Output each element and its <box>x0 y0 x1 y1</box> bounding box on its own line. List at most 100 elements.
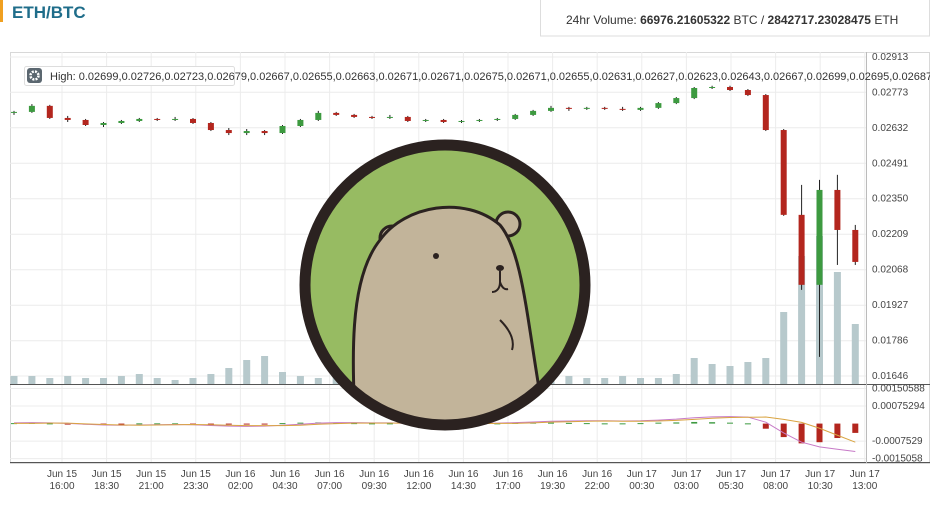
y-tick-label: 0.02350 <box>872 194 909 205</box>
macd-bar <box>261 423 268 425</box>
candle-body <box>637 107 644 110</box>
volume-bar <box>296 376 304 384</box>
candle-body <box>440 119 447 122</box>
volume-bar <box>261 356 269 384</box>
macd-bar <box>565 422 572 424</box>
macd-bar <box>816 423 823 443</box>
volume-bar <box>601 378 609 384</box>
y-tick-label: 0.02632 <box>872 123 909 134</box>
info-box <box>24 66 235 86</box>
volume-bar <box>64 376 72 384</box>
y-tick-label: 0.01927 <box>872 300 909 311</box>
candle-body <box>673 98 680 104</box>
volume-bar <box>28 376 36 384</box>
candle-body <box>458 120 465 122</box>
macd-bar <box>727 422 733 424</box>
unit-btc: BTC <box>734 13 758 27</box>
volume-bar <box>46 378 54 384</box>
volume-bar <box>637 378 644 384</box>
volume-bar <box>243 360 251 384</box>
volume-bar <box>798 256 806 384</box>
volume-bar <box>207 374 215 384</box>
y-tick-label: -0.0015058 <box>872 454 923 465</box>
logo-ring <box>299 139 591 431</box>
candle-body <box>386 116 393 118</box>
volume-bar <box>583 378 591 384</box>
volume-label: 24hr Volume: <box>566 13 637 27</box>
high-label: High: <box>50 71 76 83</box>
volume-bar <box>82 378 90 384</box>
volume-bar <box>619 376 627 384</box>
x-tick-time: 00:30 <box>629 481 654 492</box>
y-tick-label: 0.00075294 <box>872 401 925 412</box>
macd-bar <box>619 423 626 425</box>
macd-bar <box>637 423 644 425</box>
volume-bar <box>851 324 859 384</box>
macd-bar <box>655 422 662 424</box>
candle-body <box>548 107 554 111</box>
x-tick-time: 07:00 <box>317 481 342 492</box>
y-tick-label: 0.01786 <box>872 336 909 347</box>
volume-bar <box>135 374 143 384</box>
high-low-text: High: 0.02699,0.02726,0.02723,0.02679,0.… <box>50 71 930 83</box>
volume-bar <box>565 376 573 384</box>
volume-bar <box>279 372 286 384</box>
x-tick-time: 02:00 <box>228 481 253 492</box>
separator: / <box>761 13 765 27</box>
candle-body <box>727 86 733 91</box>
x-tick-time: 18:30 <box>94 481 119 492</box>
x-tick-date: Jun 17 <box>761 469 791 480</box>
candle-body <box>583 107 590 109</box>
volume-bar <box>744 362 752 384</box>
volume-bar <box>117 376 125 384</box>
y-tick-label: 0.02491 <box>872 158 909 169</box>
macd-bar <box>691 421 698 424</box>
candle-body <box>565 107 572 109</box>
candle-body <box>512 114 519 119</box>
x-tick-date: Jun 15 <box>92 469 122 480</box>
macd-bar <box>601 423 608 425</box>
candle-body <box>261 131 268 134</box>
macd-bar <box>834 423 841 439</box>
candle-body <box>369 116 375 118</box>
candle-body <box>154 118 161 120</box>
volume-text: 24hr Volume: 66976.21605322 BTC / 284271… <box>566 13 898 27</box>
macd-bar <box>386 423 393 425</box>
candle-body <box>494 118 501 120</box>
x-tick-date: Jun 17 <box>716 469 746 480</box>
pair-title: ETH/BTC <box>12 3 86 22</box>
x-tick-time: 21:00 <box>139 481 164 492</box>
candle-body <box>619 108 626 110</box>
x-tick-time: 03:00 <box>674 481 699 492</box>
y-tick-label: 0.02068 <box>872 265 909 276</box>
candle-body <box>64 117 71 120</box>
candle-body <box>28 105 35 112</box>
x-tick-time: 04:30 <box>272 481 297 492</box>
volume-bar <box>314 378 322 384</box>
high-value: 0.02699,0.02726,0.02723,0.02679,0.02667,… <box>79 71 930 83</box>
x-tick-date: Jun 15 <box>47 469 77 480</box>
volume-btc: 66976.21605322 <box>640 13 730 27</box>
candle-body <box>601 107 608 109</box>
y-tick-label: -0.0007529 <box>872 436 923 447</box>
macd-bar <box>369 423 375 425</box>
candle-body <box>422 119 429 121</box>
macd-bar <box>852 423 859 433</box>
macd-bar <box>118 423 125 425</box>
macd-bar <box>798 423 805 444</box>
x-tick-time: 05:30 <box>718 481 743 492</box>
accent-bar <box>0 0 3 22</box>
settings-button[interactable] <box>27 68 42 83</box>
candle-body <box>744 90 751 96</box>
macd-bar <box>548 422 554 424</box>
macd-bar <box>279 423 286 425</box>
candle-body <box>404 116 411 121</box>
volume-bar <box>762 358 770 384</box>
x-tick-time: 12:00 <box>406 481 431 492</box>
candle-body <box>852 229 859 262</box>
x-tick-time: 17:00 <box>495 481 520 492</box>
x-tick-time: 16:00 <box>49 481 74 492</box>
volume-bar <box>780 312 788 384</box>
x-tick-date: Jun 16 <box>315 469 345 480</box>
x-tick-date: Jun 16 <box>538 469 568 480</box>
